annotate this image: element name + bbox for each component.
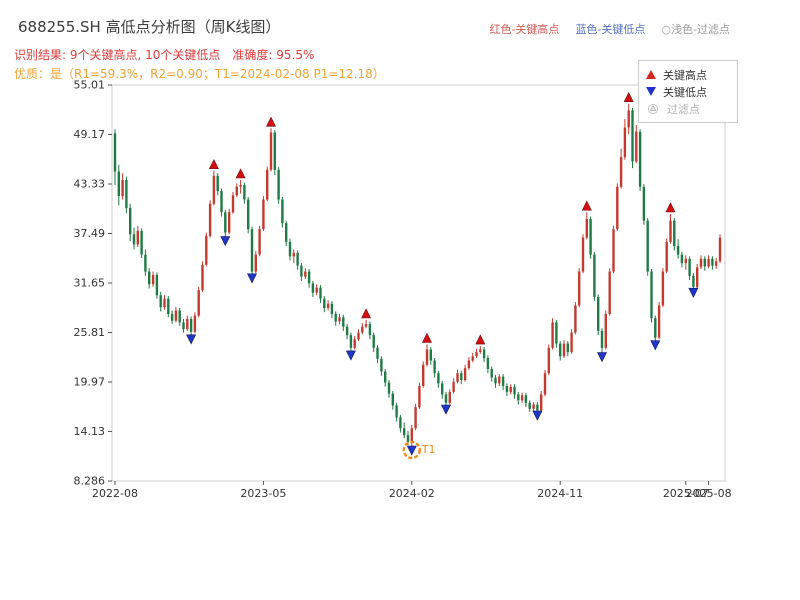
key-high-legend-label: 关键高点 [663,68,707,82]
plot-frame [111,84,726,482]
key-high-markers [208,92,676,345]
svg-text:25.81: 25.81 [74,326,106,339]
svg-text:8.286: 8.286 [74,475,106,488]
recognition-result-text: 识别结果: 9个关键高点, 10个关键低点 准确度: 95.5% [14,48,315,62]
svg-text:T1: T1 [421,443,436,456]
svg-text:2025-07: 2025-07 [663,487,709,500]
key-low-legend-label: 关键低点 [663,85,707,99]
svg-text:19.97: 19.97 [74,376,106,389]
key-low-markers [186,236,699,456]
svg-text:14.13: 14.13 [74,425,106,438]
color-legend: 红色-关键高点 蓝色-关键低点 ○浅色-过滤点 [489,21,730,37]
svg-text:55.01: 55.01 [74,79,106,92]
svg-text:2025-08: 2025-08 [686,487,732,500]
legend-filtered-text: ○浅色-过滤点 [661,23,730,36]
filtered-point-icon [646,103,660,115]
legend-row-filtered: 过滤点 [646,100,730,117]
svg-text:2024-11: 2024-11 [537,487,583,500]
key-high-triangle-icon [646,70,656,79]
svg-text:2024-02: 2024-02 [389,487,435,500]
candles-layer [113,103,722,448]
page-title: 688255.SH 高低点分析图（周K线图） [18,18,281,36]
svg-text:49.17: 49.17 [74,128,106,141]
y-axis: 55.01 49.17 43.33 37.49 31.65 25.81 19.97 14.13… [74,79,112,488]
svg-text:37.49: 37.49 [74,227,106,240]
svg-text:2023-05: 2023-05 [240,487,286,500]
key-low-triangle-icon [646,87,656,96]
quality-result-text: 优质：是（R1=59.3%，R2=0.90；T1=2024-02-08 P1=1… [14,67,385,81]
t1-marker: T1 [402,440,436,460]
svg-text:2022-08: 2022-08 [92,487,138,500]
svg-text:43.33: 43.33 [74,178,106,191]
filtered-legend-label: 过滤点 [667,102,700,116]
legend-key-low-text: 蓝色-关键低点 [575,23,646,36]
svg-text:31.65: 31.65 [74,277,106,290]
legend-key-high-text: 红色-关键高点 [489,23,560,36]
marker-legend-box: 关键高点 关键低点 过滤点 [638,60,738,123]
x-axis: 2022-08 2023-05 2024-02 2024-11 2025-072025-… [92,481,732,500]
legend-row-key-high: 关键高点 [646,66,730,83]
legend-row-key-low: 关键低点 [646,83,730,100]
